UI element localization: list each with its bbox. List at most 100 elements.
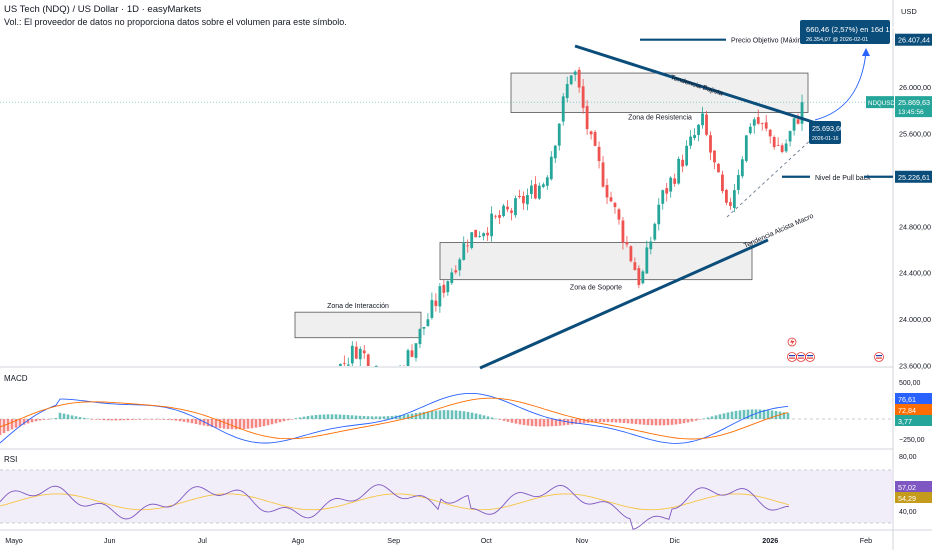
macd-histogram-bar [538, 419, 542, 427]
candle-body [589, 131, 593, 135]
macd-histogram-bar [338, 414, 342, 419]
macd-histogram-bar [718, 414, 722, 419]
macd-histogram-bar [10, 419, 14, 430]
candle-body [772, 137, 776, 148]
candle-body [653, 223, 657, 240]
macd-histogram-bar [454, 410, 458, 419]
projection-label[interactable] [800, 20, 890, 44]
macd-histogram-bar [102, 419, 106, 421]
macd-histogram-bar [666, 419, 670, 426]
rsi-ma-value-tag [895, 492, 932, 503]
macd-histogram-bar [646, 419, 650, 426]
candle-body [697, 124, 700, 135]
macd-histogram-bar [722, 413, 726, 419]
candle-body [665, 188, 669, 194]
candle-body [617, 209, 621, 220]
macd-histogram-bar [670, 419, 674, 425]
macd-histogram-bar [714, 415, 718, 419]
zone-label: Zona de Soporte [570, 285, 622, 292]
flag-stripe [807, 357, 813, 359]
macd-histogram-bar [350, 415, 354, 419]
price-tick-label: 24.000,00 [899, 315, 931, 324]
macd-histogram-bar [166, 419, 170, 420]
macd-histogram-bar [594, 419, 598, 423]
candle-body [748, 126, 752, 134]
macd-histogram-bar [502, 419, 506, 421]
macd-histogram-bar [494, 418, 498, 420]
candle-body [629, 246, 633, 262]
candle-body [597, 146, 601, 162]
macd-histogram-bar [182, 419, 186, 422]
zone-label: Zona de Resistencia [628, 115, 692, 122]
pullback-price-tag [895, 170, 932, 183]
macd-histogram-bar [250, 419, 254, 429]
macd-histogram-bar [54, 418, 58, 419]
macd-histogram-bar [694, 419, 698, 421]
macd-histogram-bar [490, 417, 494, 419]
candle-body [545, 177, 549, 186]
macro-uptrend-line[interactable] [479, 238, 769, 370]
macd-histogram-bar [442, 410, 446, 419]
flag-stripe [798, 357, 804, 359]
candle-body [709, 135, 712, 153]
candle-body [569, 75, 573, 85]
macd-histogram-bar [418, 412, 422, 419]
candle-body [502, 205, 505, 217]
downtrend-line[interactable] [574, 44, 817, 125]
symbol-tag-text: NDQUSD [868, 100, 895, 107]
macd-histogram-bar [306, 416, 310, 419]
macd-histogram-bar [706, 417, 710, 419]
pullback-point-label[interactable] [809, 121, 841, 144]
us-flag-event-icon[interactable] [787, 352, 797, 362]
rsi-line [0, 484, 790, 530]
us-flag-event-icon[interactable] [805, 352, 815, 362]
macd-histogram-bar [374, 416, 378, 419]
candle-body [760, 122, 764, 124]
macd-histogram-bar [170, 419, 174, 421]
macd-histogram-bar [642, 419, 646, 425]
macd-tick-label: 500,00 [899, 380, 921, 387]
zone-box[interactable] [294, 311, 422, 339]
macd-histogram-bar [186, 419, 190, 423]
pullback-price-tag-text: 25.226,61 [898, 173, 930, 182]
macd-histogram-bar [778, 411, 782, 419]
candle-body [426, 319, 430, 327]
candle-body [729, 202, 732, 206]
macd-histogram-bar [174, 419, 178, 421]
macd-histogram-bar [246, 419, 250, 429]
candle-body [681, 159, 685, 167]
candle-body [577, 69, 581, 88]
symbol-title[interactable]: US Tech (NDQ) / US Dollar · 1D · easyMar… [4, 4, 202, 15]
macd-histogram-bar [530, 419, 534, 427]
price-tick-label: 26.000,00 [899, 83, 931, 92]
macd-histogram-bar [610, 419, 614, 423]
us-flag-event-icon[interactable] [796, 352, 806, 362]
candle-body [442, 284, 446, 293]
macd-histogram-bar [438, 410, 442, 419]
macd-histogram-bar [334, 414, 338, 419]
rsi-title: RSI [4, 455, 17, 464]
candle-body [561, 96, 565, 122]
candle-body [605, 185, 609, 198]
candle-body [780, 145, 784, 152]
macd-histogram-bar [90, 419, 94, 420]
candle-body [346, 364, 350, 366]
macd-histogram-bar [86, 418, 90, 420]
candle-body [514, 198, 517, 216]
macd-histogram-bar [234, 419, 238, 430]
macd-histogram-bar [754, 409, 758, 419]
us-flag-event-icon[interactable] [874, 352, 884, 362]
macd-histogram-bar [686, 419, 690, 423]
macd-histogram-bar [62, 413, 66, 419]
candle-body [573, 71, 577, 75]
zone-box[interactable] [439, 242, 753, 281]
macd-histogram-bar [390, 415, 394, 419]
macd-histogram-bar [266, 419, 270, 426]
candle-body [450, 272, 454, 284]
macd-histogram-bar [578, 419, 582, 424]
candle-body [657, 204, 661, 225]
macd-histogram-bar [238, 419, 242, 430]
macd-histogram-bar [142, 419, 146, 420]
macd-histogram-bar [378, 416, 382, 419]
